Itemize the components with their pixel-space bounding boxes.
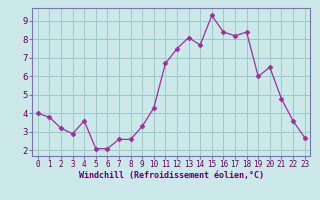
X-axis label: Windchill (Refroidissement éolien,°C): Windchill (Refroidissement éolien,°C): [79, 171, 264, 180]
